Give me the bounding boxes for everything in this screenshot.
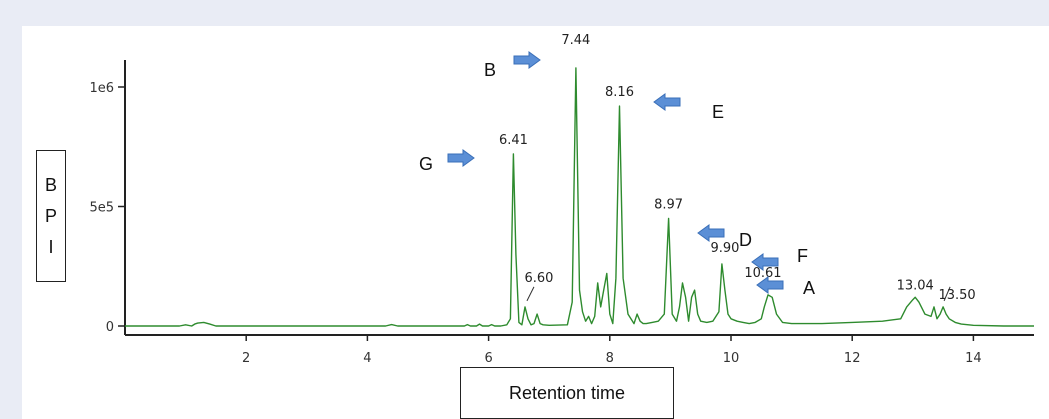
y-tick-label: 5e5	[89, 201, 114, 216]
x-ticks: 2 4 6 8 10 12 14	[242, 335, 982, 366]
y-axis-label-letter: P	[44, 205, 57, 226]
arrow-right-icon	[447, 149, 475, 167]
y-axis-label-letter: I	[48, 236, 54, 257]
annotation-letter: D	[739, 230, 752, 250]
x-tick-label: 10	[723, 351, 740, 366]
peak-label: 13.04	[897, 278, 934, 293]
x-tick-label: 6	[484, 351, 492, 366]
y-ticks: 0 5e5 1e6	[89, 81, 125, 335]
annotation-letter: E	[712, 102, 724, 122]
x-tick-label: 12	[844, 351, 861, 366]
arrow-right-icon	[513, 51, 541, 69]
annotation-letter: A	[803, 278, 815, 298]
chromatogram-chart: 2 4 6 8 10 12 14 0 5e5 1e6 6.41 6.60 7.44 8.16 8.97 9…	[89, 33, 1034, 366]
arrow-left-icon	[653, 93, 681, 111]
x-axis-label-box: Retention time	[460, 367, 674, 419]
y-tick-label: 1e6	[89, 81, 114, 96]
peak-label: 8.97	[654, 197, 683, 212]
peak-label: 6.60	[524, 271, 553, 286]
peak-label: 10.61	[744, 266, 781, 281]
peak-leader-line	[526, 286, 535, 302]
peak-label: 9.90	[710, 241, 739, 256]
chart-panel: 2 4 6 8 10 12 14 0 5e5 1e6 6.41 6.60 7.44 8.16 8.97 9…	[22, 26, 1049, 419]
x-tick-label: 8	[606, 351, 614, 366]
peak-label: 8.16	[605, 85, 634, 100]
y-axis-label-letter: B	[44, 174, 57, 195]
axes	[124, 60, 1034, 336]
arrow-left-icon	[751, 253, 779, 271]
annotation-letter: B	[484, 60, 496, 80]
series-line	[125, 67, 1034, 327]
x-tick-label: 2	[242, 351, 250, 366]
y-tick-label: 0	[106, 320, 114, 335]
arrow-left-icon	[756, 276, 784, 294]
x-tick-label: 4	[363, 351, 371, 366]
x-axis-label: Retention time	[508, 382, 626, 403]
arrow-left-icon	[697, 224, 725, 242]
peak-label: 6.41	[499, 133, 528, 148]
annotation-letter: F	[797, 246, 808, 266]
annotation-letter: G	[419, 154, 433, 174]
series-layer	[125, 67, 1034, 327]
annotation-layer: B E G D FA	[419, 51, 815, 298]
peak-label: 7.44	[561, 33, 590, 48]
peak-leader-line	[943, 286, 951, 302]
x-tick-label: 14	[965, 351, 982, 366]
y-axis-label-box: B P I	[36, 150, 66, 282]
